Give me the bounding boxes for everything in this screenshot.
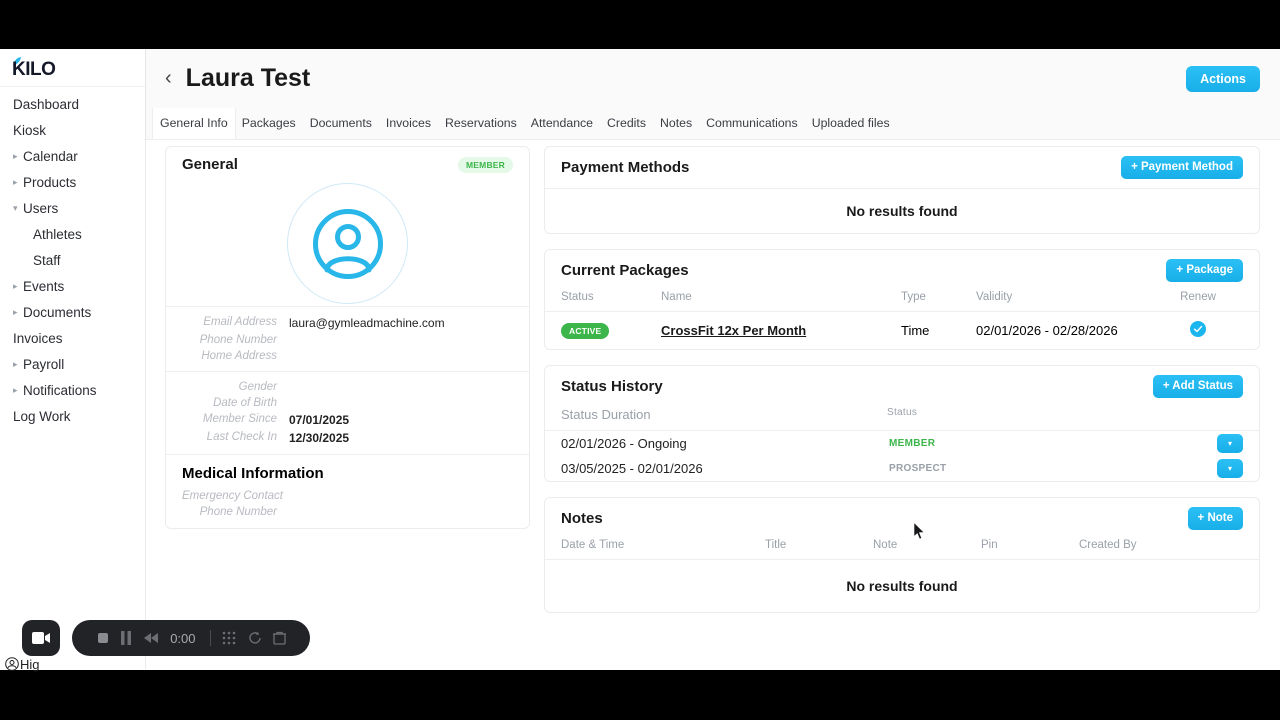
svg-text:KILO: KILO	[12, 59, 55, 79]
